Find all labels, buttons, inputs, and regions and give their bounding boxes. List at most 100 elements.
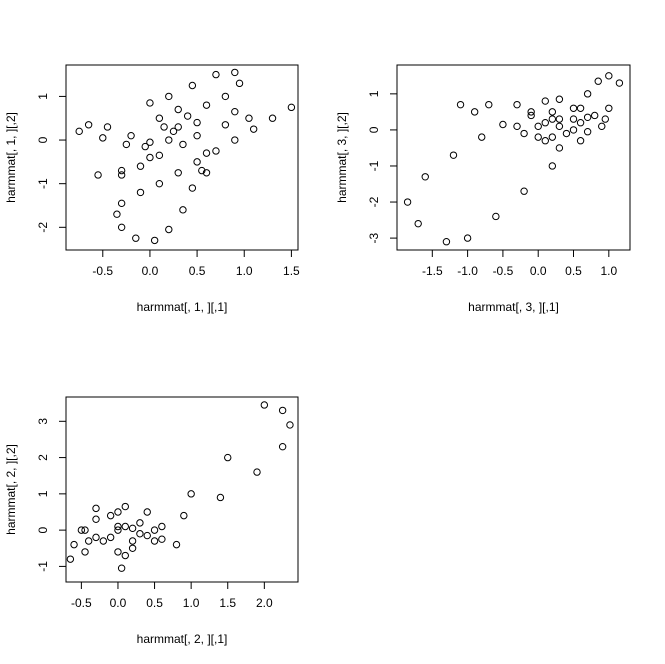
point [601, 115, 609, 123]
y-axis-title: harmmat[, 1, ][,2] [4, 112, 18, 203]
point [84, 121, 93, 129]
point [136, 530, 144, 538]
point [117, 166, 126, 175]
y-tick-label: -1 [36, 178, 50, 189]
point [158, 522, 166, 531]
point [485, 100, 493, 109]
x-tick-label: 0.5 [189, 264, 206, 278]
x-tick-label: 0.0 [530, 264, 547, 278]
point [106, 511, 115, 520]
plot-frame [65, 64, 299, 251]
point [128, 524, 137, 533]
point [555, 144, 564, 152]
point [562, 129, 571, 138]
x-tick-label: -1.0 [457, 264, 478, 278]
point [114, 526, 122, 534]
y-tick-label: 0 [36, 136, 50, 143]
point [174, 169, 182, 177]
point [150, 537, 159, 545]
point [136, 162, 145, 170]
point [421, 173, 429, 181]
point [541, 118, 549, 127]
point [155, 151, 164, 160]
x-tick-label: 1.5 [219, 596, 236, 610]
point [127, 131, 135, 140]
point [136, 188, 145, 197]
x-tick-label: 0.5 [565, 264, 582, 278]
point [527, 111, 535, 120]
point [99, 537, 108, 545]
x-tick-label: -0.5 [493, 264, 514, 278]
point [202, 101, 211, 109]
point [249, 125, 258, 133]
point [278, 406, 287, 415]
point [555, 95, 564, 103]
point [128, 544, 137, 552]
x-axis-title: harmmat[, 3, ][,1] [468, 300, 559, 314]
point [520, 187, 528, 195]
y-tick-label: -3 [367, 232, 381, 243]
point [169, 127, 178, 136]
point [81, 526, 89, 534]
point [583, 128, 592, 136]
point [212, 70, 220, 79]
point [179, 206, 187, 214]
point [158, 535, 166, 543]
point [70, 540, 78, 549]
point [576, 137, 585, 145]
point [113, 210, 121, 218]
x-tick-label: 1.5 [283, 264, 300, 278]
point [569, 115, 578, 123]
point [231, 136, 239, 144]
point [216, 493, 225, 502]
point [548, 133, 557, 141]
point [193, 118, 201, 127]
point [188, 81, 197, 90]
point [77, 526, 86, 534]
point [576, 118, 585, 127]
point [75, 127, 83, 136]
x-axis-title: harmmat[, 2, ][,1] [137, 632, 228, 646]
x-tick-label: 1.0 [600, 264, 617, 278]
point [605, 72, 613, 80]
point [456, 100, 465, 109]
point [92, 515, 100, 523]
point [534, 122, 542, 131]
y-tick-label: 3 [36, 418, 50, 425]
point [605, 104, 613, 112]
point [180, 511, 188, 520]
point [174, 105, 182, 114]
point [92, 504, 100, 513]
x-tick-label: 0.0 [110, 596, 127, 610]
point [114, 522, 122, 531]
point [463, 234, 472, 242]
point [520, 129, 528, 138]
point [121, 502, 129, 511]
point [193, 131, 201, 140]
point [253, 468, 261, 476]
x-tick-label: 0.0 [142, 264, 159, 278]
x-tick-label: -1.5 [422, 264, 443, 278]
point [548, 108, 557, 116]
point [150, 526, 159, 534]
point [513, 122, 521, 131]
point [286, 421, 294, 429]
y-tick-label: 1 [367, 90, 381, 97]
x-tick-label: 0.5 [146, 596, 163, 610]
point [492, 212, 500, 221]
point [165, 92, 173, 101]
y-tick-label: -2 [36, 222, 50, 233]
point [81, 548, 89, 556]
point [231, 107, 239, 116]
x-tick-label: 1.0 [236, 264, 253, 278]
point [106, 533, 115, 542]
point [136, 519, 144, 527]
plot-frame [65, 396, 299, 583]
y-tick-label: 2 [36, 454, 50, 461]
point [117, 171, 126, 179]
y-tick-label: -1 [367, 160, 381, 171]
plot-frame [396, 64, 631, 251]
y-tick-label: -2 [367, 196, 381, 207]
point [287, 103, 296, 112]
